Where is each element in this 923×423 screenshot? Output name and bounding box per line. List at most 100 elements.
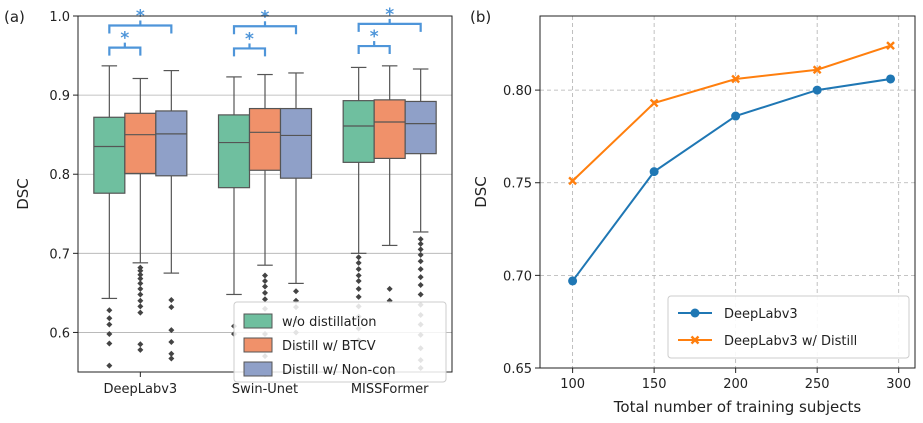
- box: [155, 110, 188, 177]
- outlier-point: [137, 291, 144, 298]
- outlier-point: [417, 246, 424, 253]
- outlier-point: [386, 285, 393, 292]
- outlier-point: [137, 303, 144, 310]
- series-line: [571, 44, 891, 182]
- significance-bracket: [232, 47, 267, 57]
- significance-bracket: [357, 44, 391, 55]
- significance-star: *: [370, 27, 379, 47]
- significance-star: *: [385, 5, 394, 25]
- box: [93, 116, 126, 194]
- box: [248, 107, 282, 171]
- outlier-point: [417, 274, 424, 281]
- outlier-point: [137, 297, 144, 304]
- y-tick-label: 0.75: [503, 177, 532, 192]
- box: [279, 107, 313, 179]
- outlier-point: [137, 267, 144, 274]
- outlier-point: [168, 327, 175, 334]
- outlier-point: [106, 362, 113, 369]
- data-point: [649, 98, 659, 108]
- outlier-point: [137, 346, 144, 353]
- outlier-point: [293, 288, 299, 295]
- outlier-point: [355, 278, 362, 285]
- significance-bracket: [108, 46, 142, 56]
- y-tick-label: 0.6: [49, 326, 70, 341]
- outlier-point: [355, 254, 362, 261]
- outlier-point: [168, 355, 175, 362]
- significance-bracket: [232, 25, 298, 35]
- significance-star: *: [120, 29, 129, 49]
- significance-star: *: [245, 29, 254, 49]
- outlier-point: [106, 340, 113, 347]
- data-point: [886, 41, 895, 50]
- x-tick-label: 250: [805, 377, 830, 392]
- panel-label: (b): [470, 8, 491, 26]
- outlier-point: [137, 341, 144, 348]
- legend-box: [233, 301, 447, 383]
- box: [217, 114, 251, 189]
- outlier-point: [417, 291, 424, 298]
- x-tick-label: Swin-Unet: [232, 382, 298, 397]
- outlier-point: [355, 259, 362, 266]
- significance-bracket: [108, 24, 173, 34]
- y-tick-label: 0.8: [49, 168, 70, 183]
- outlier-point: [355, 293, 362, 300]
- legend-label: DeepLabv3 w/ Distill: [724, 334, 857, 349]
- data-point: [568, 276, 578, 286]
- legend-marker: [690, 335, 700, 345]
- y-tick-label: 1.0: [49, 10, 70, 25]
- significance-star: *: [261, 7, 270, 27]
- legend-box: [667, 295, 910, 359]
- data-point: [886, 74, 896, 84]
- outlier-point: [106, 315, 113, 322]
- y-axis-label: DSC: [14, 178, 32, 210]
- series-line: [571, 78, 891, 282]
- legend-swatch: [243, 361, 273, 377]
- data-point: [731, 74, 741, 84]
- plot-frame: [539, 15, 916, 369]
- outlier-point: [106, 321, 113, 328]
- box: [373, 99, 406, 160]
- y-tick-label: 0.7: [49, 247, 70, 262]
- x-tick-label: 150: [642, 377, 667, 392]
- y-axis-label: DSC: [472, 176, 490, 208]
- legend-marker: [690, 308, 700, 318]
- legend-swatch: [243, 337, 273, 353]
- box: [124, 112, 157, 175]
- outlier-point: [262, 283, 268, 290]
- outlier-point: [106, 331, 113, 338]
- box: [342, 100, 375, 163]
- outlier-point: [137, 264, 144, 271]
- outlier-point: [417, 236, 424, 243]
- legend-label: w/o distillation: [282, 315, 377, 330]
- y-tick-label: 0.80: [503, 84, 532, 99]
- outlier-point: [137, 285, 144, 292]
- legend-label: DeepLabv3: [724, 307, 798, 322]
- outlier-point: [168, 350, 175, 357]
- x-tick-label: DeepLabv3: [103, 382, 177, 397]
- outlier-point: [168, 304, 175, 311]
- x-tick-label: MISSFormer: [351, 382, 429, 397]
- legend-swatch: [243, 313, 273, 329]
- data-point: [812, 65, 822, 75]
- y-tick-label: 0.9: [49, 89, 70, 104]
- outlier-point: [137, 280, 144, 287]
- data-point: [812, 85, 822, 95]
- outlier-point: [262, 272, 268, 279]
- box: [404, 100, 437, 155]
- x-tick-label: 100: [560, 377, 585, 392]
- outlier-point: [262, 289, 268, 296]
- outlier-point: [168, 297, 175, 304]
- legend-label: Distill w/ BTCV: [282, 339, 376, 354]
- outlier-point: [417, 258, 424, 265]
- outlier-point: [137, 271, 144, 278]
- outlier-point: [417, 240, 424, 247]
- significance-bracket: [357, 22, 422, 32]
- x-axis-label: Total number of training subjects: [613, 398, 862, 416]
- x-tick-label: 200: [723, 377, 748, 392]
- panel-label: (a): [4, 8, 25, 26]
- chart-a-boxplot: (a) 0.6 0.7 0.8 0.9 1.0 DeepLabv3 Swin-Unet MISS…: [4, 5, 453, 397]
- chart-b-line: (b) 100 150 200 250 300 0.65 0.70 0.75 0.80 Total …: [470, 8, 916, 416]
- outlier-point: [137, 275, 144, 282]
- outlier-point: [168, 338, 175, 345]
